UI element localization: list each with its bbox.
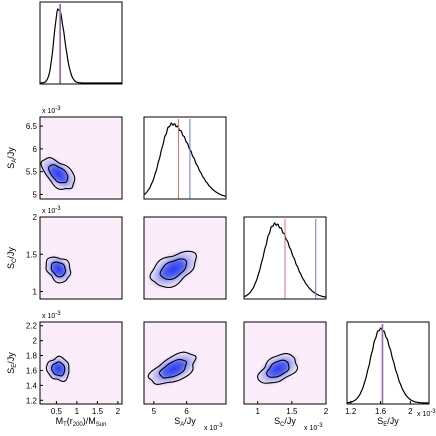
panel-frame bbox=[143, 321, 227, 405]
contour-inner bbox=[159, 258, 188, 280]
x-tick-label: 1.5 bbox=[92, 407, 104, 416]
panel-frame bbox=[39, 116, 123, 200]
hist-bg bbox=[144, 117, 226, 199]
density-cloud bbox=[146, 248, 201, 291]
axis-label-MT: MT(r200)/MSun bbox=[56, 416, 107, 428]
contour-inner bbox=[158, 358, 188, 379]
y-tick-label: 1.8 bbox=[26, 352, 38, 361]
panel-frame bbox=[346, 321, 430, 405]
contour-inner bbox=[50, 261, 67, 278]
y-tick-label: 6 bbox=[33, 145, 38, 154]
hist-curve bbox=[143, 121, 227, 197]
x-tick-label: 6 bbox=[184, 407, 189, 416]
x-tick-label: 1.5 bbox=[286, 407, 298, 416]
y-tick-label: 5 bbox=[33, 190, 38, 199]
contour-outer bbox=[45, 355, 70, 383]
axis-label-SE: SE/Jy bbox=[377, 416, 399, 428]
exponent-label: x 10-3 bbox=[417, 409, 436, 418]
histogram-SE: 1.2 1.6 2 SE/Jy x 10-3 bbox=[345, 321, 436, 428]
axis-label-SA: SA/Jy bbox=[174, 416, 196, 428]
panel-frame bbox=[39, 321, 123, 405]
axis-label-SC: SC/Jy bbox=[6, 247, 18, 269]
contour-inner bbox=[266, 359, 290, 378]
joint-MT-SC: 1 1.5 2 SC/Jy x 10-3 bbox=[6, 206, 123, 300]
hist-curve bbox=[40, 8, 122, 84]
contour-outer bbox=[256, 353, 299, 384]
hist-bg bbox=[347, 322, 429, 404]
density-cloud bbox=[145, 350, 202, 388]
x-tick-label: 2 bbox=[408, 407, 413, 416]
density-cloud bbox=[43, 253, 74, 285]
contour-inner bbox=[48, 164, 69, 184]
y-tick-label: 6.5 bbox=[26, 122, 38, 131]
x-tick-label: 1.6 bbox=[375, 407, 387, 416]
panel-frame bbox=[243, 216, 327, 300]
y-tick-label: 2.2 bbox=[26, 322, 38, 331]
y-tick-label: 1 bbox=[33, 288, 38, 297]
axis-label-SE: SE/Jy bbox=[6, 352, 18, 374]
y-tick-label: 5.5 bbox=[26, 168, 38, 177]
contour-outer bbox=[147, 351, 197, 385]
x-tick-label: 5 bbox=[152, 407, 157, 416]
panel-frame bbox=[143, 216, 227, 300]
y-tick-label: 2 bbox=[33, 337, 38, 346]
exponent-label: x 10-3 bbox=[42, 311, 61, 320]
hist-curve bbox=[347, 327, 429, 404]
x-tick-label: 0.5 bbox=[51, 407, 63, 416]
y-tick-label: 1.5 bbox=[26, 250, 38, 259]
x-tick-label: 1 bbox=[75, 407, 80, 416]
exponent-label: x 10-3 bbox=[304, 423, 323, 432]
panel-frame bbox=[143, 116, 227, 200]
density-cloud bbox=[255, 351, 302, 387]
exponent-label: x 10-3 bbox=[42, 106, 61, 115]
contour-outer bbox=[40, 157, 76, 190]
histogram-SA bbox=[143, 116, 227, 200]
hist-bg bbox=[40, 2, 122, 84]
joint-SA-SC bbox=[143, 216, 227, 300]
y-tick-label: 2 bbox=[33, 213, 38, 222]
joint-SA-SE: 5 6SA/Jy x 10-3 bbox=[143, 321, 227, 432]
histogram-SC bbox=[243, 216, 327, 300]
panel-frame bbox=[39, 1, 123, 85]
x-tick-label: 1.2 bbox=[345, 407, 357, 416]
contour-inner bbox=[51, 361, 66, 377]
joint-MT-SE: 1.2 1.4 1.6 1.8 2 2.2 SE/Jy x 10-3 0.5 1 1.5 2 MT(r2… bbox=[6, 311, 123, 428]
y-tick-label: 1.2 bbox=[26, 396, 38, 405]
joint-MT-SA: 5 5.5 6 6.5 SA/Jy x 10-3 bbox=[6, 106, 123, 200]
contour-outer bbox=[149, 250, 197, 289]
joint-SC-SE: 1 1.5 2 SC/Jy x 10-3 bbox=[243, 321, 329, 432]
axis-label-SC: SC/Jy bbox=[274, 416, 296, 428]
contour-outer bbox=[45, 256, 72, 284]
y-tick-label: 1.4 bbox=[26, 381, 38, 390]
x-tick-label: 2 bbox=[116, 407, 121, 416]
density-cloud bbox=[44, 354, 73, 384]
panel-frame bbox=[243, 321, 327, 405]
exponent-label: x 10-3 bbox=[42, 206, 61, 215]
panel-frame bbox=[39, 216, 123, 300]
density-cloud bbox=[38, 155, 79, 193]
axis-label-SA: SA/Jy bbox=[6, 147, 18, 169]
y-tick-label: 1.6 bbox=[26, 366, 38, 375]
exponent-label: x 10-3 bbox=[204, 423, 223, 432]
x-tick-label: 2 bbox=[324, 407, 329, 416]
histogram-MT bbox=[39, 1, 123, 85]
x-tick-label: 1 bbox=[255, 407, 260, 416]
